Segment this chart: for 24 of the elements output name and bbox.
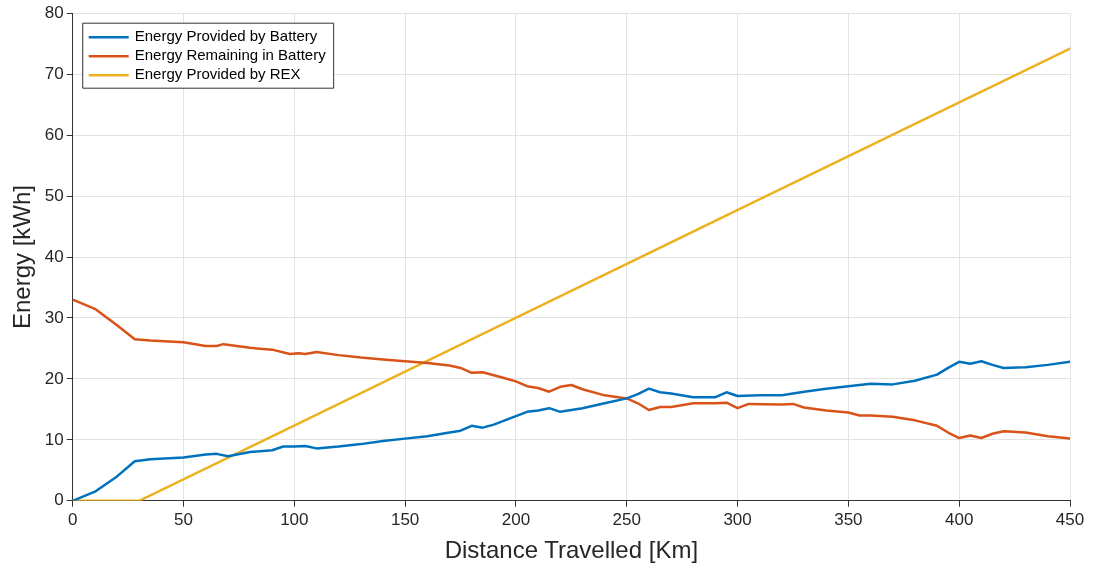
x-tick-label: 400 bbox=[945, 509, 974, 529]
y-tick-label: 70 bbox=[44, 63, 64, 83]
x-tick-label: 0 bbox=[67, 509, 78, 529]
y-tick-label: 10 bbox=[44, 429, 64, 449]
legend-label: Energy Remaining in Battery bbox=[134, 46, 327, 64]
x-tick-label: 250 bbox=[612, 509, 641, 529]
x-tick-label: 350 bbox=[834, 509, 863, 529]
legend-label: Energy Provided by REX bbox=[134, 65, 301, 83]
x-tick-label: 50 bbox=[174, 509, 193, 529]
x-tick-label: 100 bbox=[280, 509, 309, 529]
x-tick-label: 200 bbox=[501, 509, 531, 529]
x-tick-label: 150 bbox=[390, 509, 420, 529]
x-tick-label: 450 bbox=[1055, 509, 1085, 529]
y-tick-label: 50 bbox=[44, 185, 64, 205]
y-axis-title: Energy [kWh] bbox=[8, 184, 36, 330]
y-tick-label: 30 bbox=[44, 307, 64, 327]
y-tick-label: 80 bbox=[44, 2, 64, 22]
y-tick-label: 60 bbox=[44, 124, 64, 144]
x-tick-label: 300 bbox=[723, 509, 752, 529]
y-tick-label: 20 bbox=[44, 368, 64, 388]
y-tick-label: 40 bbox=[44, 246, 64, 266]
x-axis-title: Distance Travelled [Km] bbox=[444, 536, 699, 564]
y-tick-label: 0 bbox=[54, 490, 64, 510]
legend-label: Energy Provided by Battery bbox=[134, 27, 318, 45]
